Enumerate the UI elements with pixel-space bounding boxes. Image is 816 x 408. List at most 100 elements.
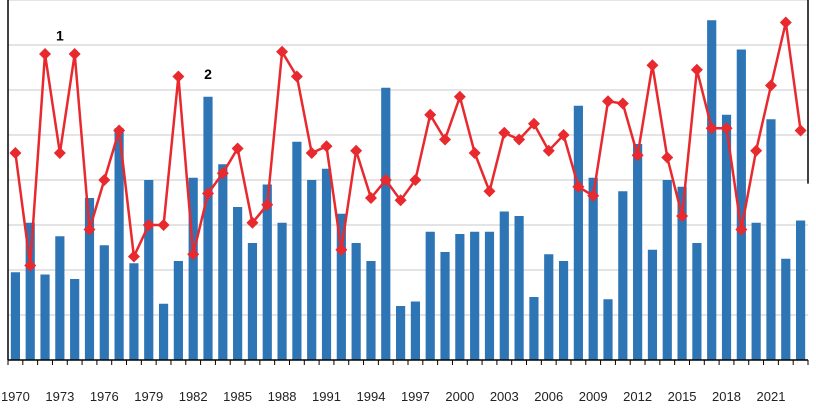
line-point (305, 147, 318, 159)
bar (10, 272, 20, 360)
bar (129, 263, 139, 360)
bar (396, 306, 406, 360)
bar (544, 254, 554, 360)
x-tick-label: 2018 (712, 389, 741, 404)
x-tick-labels: 1970 1973 1976 1979 1982 1985 1988 1991 1994 1997… (1, 389, 785, 404)
line-point (453, 90, 466, 103)
line-point (335, 243, 348, 256)
line-point (379, 174, 392, 186)
bar (247, 243, 258, 360)
bar (233, 207, 243, 360)
line-point (364, 192, 377, 204)
bar (292, 141, 302, 360)
line-point (483, 185, 496, 198)
x-tick-label: 2021 (757, 389, 786, 404)
line-point (735, 223, 748, 236)
x-tick-label: 1988 (268, 389, 297, 404)
line-point (320, 140, 333, 153)
bar (796, 220, 806, 360)
line-point (202, 187, 214, 200)
x-tick-label: 1985 (223, 389, 252, 404)
bar (173, 261, 183, 360)
bar (736, 49, 746, 360)
line-point (9, 147, 22, 159)
line-point (172, 70, 185, 83)
bar (277, 222, 287, 360)
bar (114, 128, 124, 360)
bar (351, 243, 361, 360)
line-point (616, 97, 629, 110)
line-point (439, 133, 452, 146)
bar (425, 231, 435, 360)
line-series (9, 16, 807, 272)
bar (618, 191, 628, 360)
line-point (83, 223, 96, 236)
line-point (794, 124, 807, 137)
bar (144, 180, 154, 360)
bar (662, 180, 672, 360)
gridlines (8, 0, 808, 316)
line-point (157, 219, 170, 231)
line-point (661, 151, 674, 164)
bar (381, 87, 391, 360)
line-point (53, 147, 66, 159)
line-point (409, 174, 422, 186)
line-point (468, 147, 481, 159)
line-point (542, 144, 555, 157)
bar (70, 279, 80, 360)
bar (707, 20, 717, 360)
line-point (705, 122, 718, 135)
line-point (276, 45, 289, 58)
bar (677, 186, 687, 360)
bar (692, 243, 702, 360)
line-point (113, 124, 126, 137)
axes (7, 0, 809, 365)
bar (766, 119, 776, 360)
bar (99, 245, 109, 360)
line-point (246, 216, 259, 229)
line-point (720, 122, 733, 135)
line-point (513, 133, 526, 146)
line-point (602, 95, 614, 108)
bar (529, 297, 539, 360)
bar (55, 236, 65, 360)
x-tick-label: 1982 (179, 389, 208, 404)
bar (40, 274, 50, 360)
line-point (587, 189, 600, 202)
line-point (127, 250, 140, 263)
annotations: 12 (56, 28, 212, 82)
line-point (779, 16, 792, 29)
line-point (216, 167, 229, 180)
bar (321, 168, 332, 360)
line-point (142, 219, 155, 231)
line-point (572, 180, 585, 193)
line-point (557, 129, 570, 141)
line-point (68, 48, 81, 60)
x-tick-label: 1997 (401, 389, 430, 404)
series-line (14, 21, 802, 267)
line-point (527, 117, 540, 130)
bar (366, 261, 376, 360)
x-tick-label: 1976 (90, 389, 119, 404)
bar (218, 164, 228, 360)
x-tick-label: 2006 (534, 389, 563, 404)
line-point (764, 79, 777, 92)
bar (781, 258, 791, 360)
line-point (690, 63, 703, 76)
bar (188, 177, 198, 360)
bar (158, 303, 169, 360)
line-point (646, 59, 659, 72)
bar (25, 222, 35, 360)
line-point (631, 149, 644, 162)
bar (203, 96, 213, 360)
annotation-label: 2 (204, 66, 212, 82)
x-tick-label: 1973 (45, 389, 74, 404)
line-point (261, 198, 274, 211)
bar (588, 177, 598, 360)
bar (751, 222, 761, 360)
x-tick-label: 2009 (579, 389, 608, 404)
bar (633, 144, 643, 360)
bar (514, 216, 524, 360)
line-point (676, 210, 689, 222)
